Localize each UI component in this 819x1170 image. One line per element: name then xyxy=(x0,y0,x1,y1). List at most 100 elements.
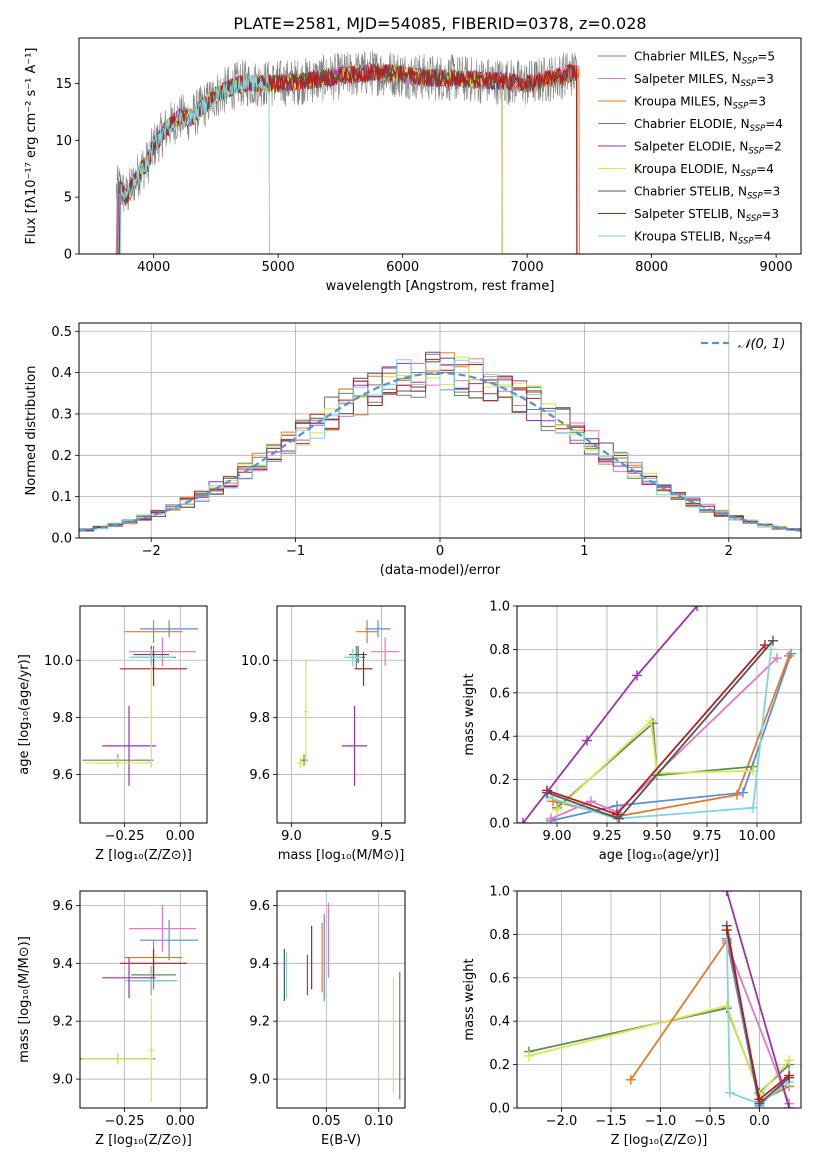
errorbar-point xyxy=(140,620,199,638)
y-axis-label: mass [log₁₀(M/M⊙)] xyxy=(17,936,32,1063)
y-tick-label: 0.5 xyxy=(51,325,72,340)
x-axis-label: wavelength [Angstrom, rest frame] xyxy=(326,279,555,294)
legend-entry: Chabrier ELODIE, NSSP=4 xyxy=(634,117,783,134)
errorbar-point xyxy=(149,998,154,1103)
x-axis-label: Z [log₁₀(Z/Z⊙)] xyxy=(95,848,192,863)
axes-mass-vs-ebv: 0.05 0.10 9.0 9.2 9.4 9.6 E(B-V) xyxy=(249,890,406,1148)
y-tick-label: 15 xyxy=(55,77,72,92)
weight-marker xyxy=(582,735,592,746)
axes-frame xyxy=(276,890,406,1109)
weight-marker xyxy=(784,1070,795,1081)
plot-area xyxy=(523,891,795,1108)
errorbar-point xyxy=(296,757,305,769)
legend-entry: Salpeter ELODIE, NSSP=2 xyxy=(634,140,782,157)
weight-series xyxy=(725,891,790,1108)
spectrum-legend: Chabrier MILES, NSSP=5 Salpeter MILES, NS… xyxy=(598,50,783,247)
axes-frame xyxy=(79,605,208,824)
x-tick-label: 9.00 xyxy=(543,829,572,844)
x-axis-label: E(B-V) xyxy=(321,1133,361,1148)
legend-entry: Salpeter MILES, NSSP=3 xyxy=(634,72,774,89)
y-tick-label: 0.4 xyxy=(51,366,72,381)
x-tick-label: 5000 xyxy=(262,260,295,275)
axes-residuals: 𝒩(0, 1) −2 −1 0 1 2 0.0 0.1 0.2 0.3 0.4 0.5 (data-mo… xyxy=(24,322,802,578)
errorbar-point xyxy=(343,648,362,666)
x-tick-label: 9.50 xyxy=(643,829,672,844)
axes-weight-vs-Z: −2.0 −1.5 −1.0 −0.5 0.0 0.0 0.2 0.4 0.6 0.8 1.0 Z [… xyxy=(462,885,802,1148)
weight-marker xyxy=(721,891,732,896)
y-axis-label: Flux [fλ10⁻¹⁷ erg cm⁻² s⁻¹ A⁻¹] xyxy=(24,48,39,245)
plot-area xyxy=(80,905,199,1103)
y-tick-label: 0 xyxy=(64,248,72,263)
weight-marker xyxy=(625,1074,636,1085)
plot-area xyxy=(79,351,801,532)
weight-series xyxy=(550,657,778,820)
weight-marker xyxy=(518,818,528,823)
errorbar-point xyxy=(124,966,179,996)
weight-marker xyxy=(768,635,778,646)
errorbar-point xyxy=(356,620,378,644)
errorbar-point xyxy=(300,754,308,766)
x-tick-label: 0.00 xyxy=(166,1114,195,1129)
x-tick-label: 9.5 xyxy=(371,829,392,844)
y-tick-label: 0.6 xyxy=(489,686,510,701)
errorbar-point xyxy=(341,705,368,786)
x-tick-label: 7000 xyxy=(511,260,544,275)
weight-marker xyxy=(721,1001,732,1012)
legend-entry: Chabrier STELIB, NSSP=3 xyxy=(634,185,780,202)
legend-entry: 𝒩(0, 1) xyxy=(738,337,785,352)
y-tick-label: 10.0 xyxy=(241,654,270,669)
axes-spectrum: Chabrier MILES, NSSP=5 Salpeter MILES, NS… xyxy=(24,37,802,294)
y-tick-label: 0.4 xyxy=(489,730,510,745)
y-tick-label: 9.6 xyxy=(52,768,73,783)
weight-marker xyxy=(754,1094,765,1105)
weight-marker xyxy=(552,804,562,815)
weight-marker xyxy=(784,1055,795,1066)
x-tick-label: 4000 xyxy=(137,260,170,275)
y-tick-label: 10 xyxy=(55,134,72,149)
plot-area xyxy=(115,50,580,254)
plot-area xyxy=(518,606,796,823)
weight-marker xyxy=(784,650,794,661)
x-tick-label: 9.75 xyxy=(693,829,722,844)
x-tick-label: −0.25 xyxy=(105,829,145,844)
weight-series xyxy=(550,653,792,822)
axes-frame xyxy=(276,605,406,824)
x-tick-label: 9.25 xyxy=(593,829,622,844)
y-axis-label: mass weight xyxy=(462,673,477,755)
x-tick-label: −1.5 xyxy=(595,1114,627,1129)
y-tick-label: 0.2 xyxy=(489,1058,510,1073)
x-tick-label: 1 xyxy=(580,544,588,559)
x-tick-label: 9000 xyxy=(760,260,793,275)
axes-frame xyxy=(516,890,802,1109)
x-tick-label: 2 xyxy=(725,544,733,559)
weight-marker xyxy=(732,789,742,800)
weight-marker xyxy=(772,653,782,664)
y-tick-label: 1.0 xyxy=(489,600,510,615)
x-tick-label: 6000 xyxy=(386,260,419,275)
weight-series xyxy=(546,649,772,820)
y-tick-label: 9.0 xyxy=(249,1073,270,1088)
weight-marker xyxy=(614,813,624,823)
x-tick-label: 10.00 xyxy=(738,829,775,844)
plot-area xyxy=(283,902,401,1100)
legend-entry: Kroupa ELODIE, NSSP=4 xyxy=(634,162,774,179)
axes-frame xyxy=(516,605,802,824)
weight-marker xyxy=(692,606,702,611)
y-tick-label: 9.2 xyxy=(249,1015,270,1030)
model-spectrum xyxy=(119,74,270,254)
normal-reference-curve xyxy=(79,371,801,532)
y-tick-label: 9.4 xyxy=(52,957,73,972)
x-tick-label: −1.0 xyxy=(645,1114,677,1129)
errorbar-point xyxy=(129,637,196,666)
errorbar-point xyxy=(304,660,308,764)
y-tick-label: 0.0 xyxy=(489,817,510,832)
y-tick-label: 9.6 xyxy=(52,899,73,914)
x-axis-label: (data-model)/error xyxy=(380,563,501,578)
histogram-series xyxy=(79,359,801,532)
x-axis-label: mass [log₁₀(M/M⊙)] xyxy=(278,848,405,863)
plot-area xyxy=(296,620,400,786)
axes-age-vs-mass: 9.0 9.5 9.6 9.8 10.0 mass [log₁₀(M/M⊙)] xyxy=(241,605,406,863)
y-tick-label: 0.6 xyxy=(489,971,510,986)
y-tick-label: 9.0 xyxy=(52,1073,73,1088)
axes-frame xyxy=(79,890,208,1109)
